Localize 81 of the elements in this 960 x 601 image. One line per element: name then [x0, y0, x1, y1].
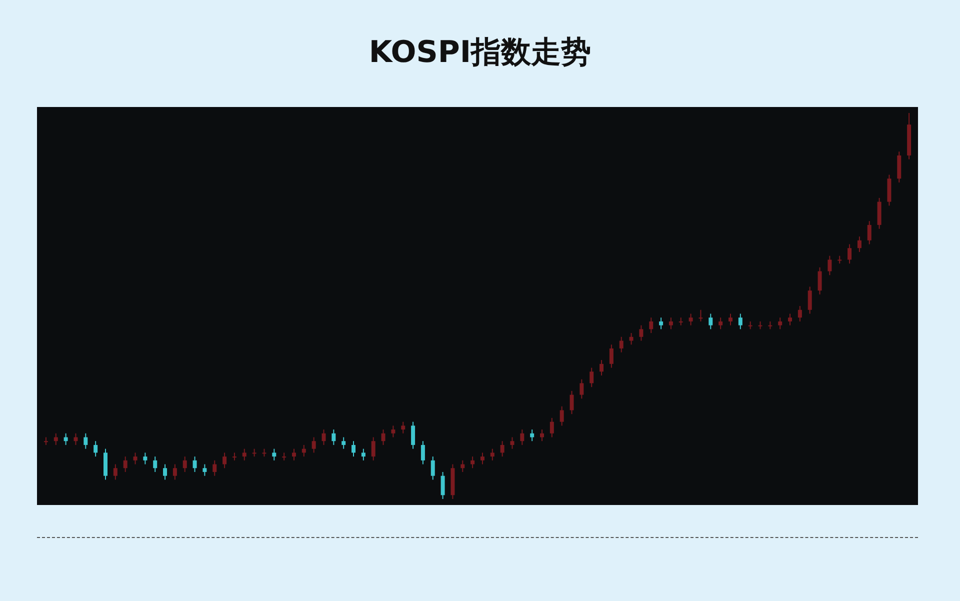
- candlestick: [94, 440, 98, 458]
- candlestick: [688, 313, 693, 326]
- candlestick: [848, 244, 852, 264]
- candlestick: [84, 432, 88, 450]
- candlestick: [619, 336, 624, 353]
- candlestick: [302, 444, 306, 458]
- candlestick: [361, 448, 366, 461]
- candlestick: [778, 317, 782, 330]
- candlestick: [312, 436, 316, 454]
- candlestick: [590, 367, 594, 388]
- candlestick: [64, 432, 68, 446]
- candlestick: [530, 429, 534, 442]
- candlestick: [54, 432, 58, 446]
- candlestick: [420, 440, 425, 465]
- candlestick: [629, 332, 634, 346]
- candlestick: [550, 417, 554, 438]
- candlestick: [460, 460, 465, 472]
- candlestick: [798, 306, 802, 322]
- candlestick: [560, 406, 564, 426]
- candlestick: [371, 436, 376, 461]
- candlestick: [192, 456, 197, 472]
- candlestick: [609, 344, 614, 368]
- candlestick: [470, 456, 475, 469]
- candlestick: [401, 421, 406, 434]
- candlestick: [282, 452, 286, 461]
- candlestick: [828, 255, 832, 276]
- candlestick: [182, 456, 187, 472]
- candlestick: [153, 456, 158, 472]
- candlestick: [788, 313, 792, 326]
- candlestick: [857, 236, 862, 252]
- candlestick: [887, 174, 892, 206]
- candlestick: [440, 471, 445, 499]
- candlestick: [411, 421, 416, 450]
- candlestick: [222, 452, 227, 469]
- candlestick: [649, 317, 654, 334]
- candlestick: [322, 429, 326, 446]
- candlestick: [718, 317, 723, 330]
- candlestick: [570, 390, 574, 415]
- candlestick: [867, 220, 872, 245]
- candlestick: [143, 452, 148, 465]
- candlestick: [430, 456, 435, 480]
- candlestick: [212, 460, 217, 476]
- candlestick: [113, 464, 118, 480]
- candlestick: [728, 313, 732, 326]
- candlestick: [352, 440, 356, 458]
- chart-title: KOSPI指数走势: [368, 34, 592, 72]
- candlestick: [877, 197, 882, 230]
- candlestick: [678, 317, 683, 326]
- candlestick: [292, 448, 296, 461]
- candlestick: [242, 448, 246, 461]
- candlestick: [738, 313, 742, 330]
- candlestick: [510, 436, 514, 450]
- candlestick: [600, 360, 604, 376]
- candlestick: [540, 429, 544, 442]
- candlestick: [698, 309, 703, 322]
- candlestick: [639, 324, 644, 342]
- candlestick: [44, 436, 48, 446]
- candlestick: [381, 429, 386, 446]
- candlestick: [163, 464, 168, 480]
- candlestick: [342, 436, 346, 450]
- candlestick: [104, 448, 108, 480]
- candlestick: [480, 452, 484, 465]
- candlestick: [74, 432, 78, 446]
- candlestick: [580, 378, 584, 400]
- candlestick: [391, 425, 396, 438]
- candlestick: [490, 448, 494, 461]
- candlestick: [808, 286, 812, 314]
- candlestick: [708, 313, 713, 330]
- candlestick: [818, 266, 822, 295]
- candlestick: [897, 151, 902, 183]
- candlestick: [272, 448, 276, 461]
- candlestick: [520, 429, 524, 446]
- candlestick: [202, 464, 207, 476]
- candlestick: [172, 464, 177, 480]
- candlestick: [232, 452, 236, 461]
- candlestick: [332, 429, 336, 446]
- candlestick: [500, 440, 504, 458]
- candlestick: [668, 317, 673, 330]
- candlestick: [659, 317, 664, 330]
- candlestick: [133, 452, 138, 465]
- candlestick: [123, 456, 128, 472]
